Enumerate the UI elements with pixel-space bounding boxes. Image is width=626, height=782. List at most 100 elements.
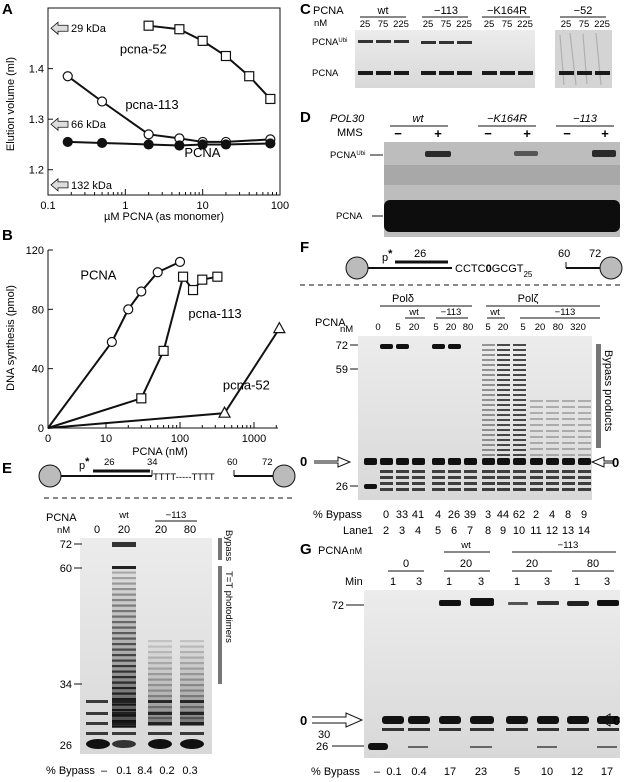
gel-band — [513, 429, 526, 431]
ytick-label: 0 — [38, 423, 44, 435]
gel-band — [412, 482, 425, 485]
f-lane: 80 — [463, 322, 474, 333]
g-min: 3 — [416, 576, 422, 588]
xtick-label: 10 — [197, 200, 209, 212]
gel-band — [513, 364, 526, 366]
gel-band — [482, 384, 495, 386]
gel-band — [513, 359, 526, 361]
gel-band — [180, 673, 204, 676]
gel-band — [180, 722, 204, 725]
gel-band — [482, 344, 495, 346]
d-sign: − — [563, 126, 571, 141]
panel-g-label: G — [300, 541, 312, 558]
gel-band — [482, 354, 495, 356]
gel-band — [112, 643, 136, 646]
gel-band — [562, 418, 575, 420]
series-line — [148, 24, 272, 100]
panel-b: B 0 40 80 120 0 10 100 1000 PCNA pcna-113 pcna-5… — [2, 227, 286, 458]
gel-band — [86, 732, 108, 735]
gel-band — [482, 482, 495, 485]
gel-band — [482, 389, 495, 391]
g-min: 1 — [446, 576, 452, 588]
gel-band — [546, 430, 559, 432]
plot-a-series: pcna-52 pcna-113 PCNA — [62, 20, 276, 160]
gel-band — [112, 659, 136, 662]
e-bead-left — [38, 464, 62, 488]
gel-band — [513, 444, 526, 446]
gel-band — [464, 476, 477, 479]
gel-band — [112, 676, 136, 679]
g-min-label: Min — [345, 576, 363, 588]
gel-band — [513, 419, 526, 421]
gel-band — [562, 488, 575, 491]
gel-band — [497, 424, 510, 426]
f-lane: 5 — [395, 322, 400, 333]
gel-band — [112, 632, 136, 635]
gel-band — [562, 476, 575, 479]
gel-band — [112, 637, 136, 640]
plot-b-yticks: 0 40 80 120 — [26, 245, 53, 435]
gel-band — [530, 406, 543, 408]
gel-band — [180, 695, 204, 698]
c-lane-label: 25 — [423, 19, 434, 30]
d-group-wt: wt — [413, 113, 425, 125]
gel-band — [497, 389, 510, 391]
gel-band — [180, 700, 204, 703]
f-primer: p* — [382, 248, 393, 264]
series-label: pcna-113 — [125, 97, 178, 112]
gel-band — [578, 488, 591, 491]
panel-c-title: PCNA — [313, 5, 344, 17]
gel-band — [180, 645, 204, 648]
f-n60: 60 — [558, 248, 570, 260]
gel-band — [482, 444, 495, 446]
gel-band — [513, 374, 526, 376]
gel-band — [180, 651, 204, 654]
gel-band — [497, 439, 510, 441]
ytick-label: 1.4 — [29, 64, 44, 76]
gel-band — [482, 476, 495, 479]
gel-band — [530, 430, 543, 432]
gel-band — [482, 424, 495, 426]
gel-band — [112, 621, 136, 624]
c-lane-label: 25 — [561, 19, 572, 30]
gel-band — [180, 732, 204, 735]
c-lane-label: 25 — [360, 19, 371, 30]
f-lane-number: 3 — [399, 525, 405, 537]
g-group-0: 0 — [403, 558, 409, 570]
gel-band — [497, 470, 510, 473]
gel-band — [112, 571, 136, 574]
e-lane: 0 — [94, 524, 100, 536]
data-point — [187, 284, 199, 296]
g-113-conc-20: 20 — [526, 558, 538, 570]
c-group-wt: wt — [377, 5, 389, 17]
gel-band — [497, 359, 510, 361]
c-group-52: −52 — [574, 5, 593, 17]
plot-b-xlabel: PCNA (nM) — [132, 446, 188, 458]
d-sign: + — [601, 126, 609, 141]
gel-band — [530, 482, 543, 485]
data-point — [123, 304, 134, 315]
gel-band — [513, 458, 526, 465]
e-group-wt: wt — [118, 510, 129, 521]
gel-band — [530, 436, 543, 438]
g-group-wt: wt — [460, 540, 471, 551]
gel-band — [546, 436, 559, 438]
gel-band — [112, 626, 136, 629]
gel-band — [497, 476, 510, 479]
d-group-k164r: −K164R — [487, 113, 527, 125]
series-label: PCNA — [184, 145, 220, 160]
f-unit: nM — [340, 324, 353, 335]
e-n60: 60 — [227, 457, 238, 468]
data-point — [174, 24, 185, 35]
gel-band — [513, 424, 526, 426]
gel-band — [180, 667, 204, 670]
g-marker-26: 26 — [316, 741, 328, 753]
gel-band — [482, 458, 495, 465]
gel-band — [578, 482, 591, 485]
gel-band — [112, 577, 136, 580]
gel-band — [482, 449, 495, 451]
gel-band — [546, 458, 559, 465]
gel-band — [380, 458, 393, 465]
gel-band — [530, 476, 543, 479]
series-label: pcna-52 — [223, 377, 270, 392]
